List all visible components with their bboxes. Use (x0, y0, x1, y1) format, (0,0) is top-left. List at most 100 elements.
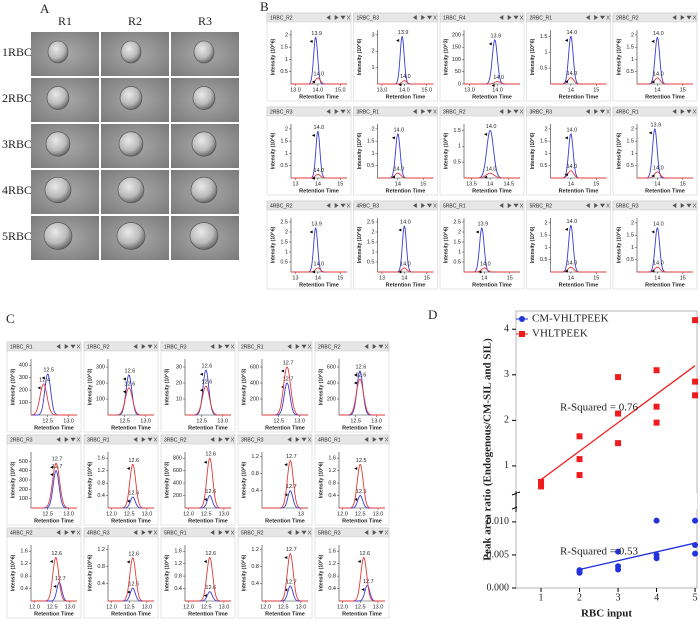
peak-marker (126, 560, 130, 564)
y-axis-label: Intensity (10^6) (318, 554, 324, 591)
tile-icons (287, 529, 312, 536)
x-axis-label: Retention Time (265, 425, 305, 431)
peak-marker (651, 269, 655, 273)
trace (108, 387, 154, 416)
peak-label: 12.4 (39, 377, 50, 383)
x-tick-label: 13.0 (219, 604, 230, 610)
peak-label: 12.7 (363, 579, 374, 585)
y-tick-label: 200 (250, 396, 259, 402)
y-tick-label: 0.4 (97, 493, 105, 499)
y-tick-label: 300 (96, 364, 105, 370)
x-tick-label: 14 (315, 275, 321, 281)
x-axis-label: Retention Time (34, 611, 74, 617)
y-tick-label: 2.5 (280, 219, 288, 225)
peak-label: 12.7 (286, 484, 297, 490)
peak-label: 12.6 (356, 372, 367, 378)
peak-label: 14.0 (567, 127, 578, 133)
peak-marker (651, 80, 655, 84)
x-tick-label: 12.0 (260, 604, 271, 610)
point (653, 367, 660, 374)
y-tick-label: 400 (173, 481, 182, 487)
peak-label: 12.7 (52, 464, 63, 470)
point (653, 419, 660, 426)
tile-header (612, 200, 698, 211)
y-tick-label: 600 (327, 364, 336, 370)
trace (185, 385, 231, 416)
x-tick-label: 1 (539, 592, 544, 603)
point (653, 551, 660, 558)
peak-label: 12.6 (128, 582, 139, 588)
peak-label: 12.6 (205, 489, 216, 495)
trend-line (540, 365, 696, 481)
y-axis-label: Intensity (10^6) (164, 554, 170, 591)
y-tick-label: 0.5 (626, 69, 634, 75)
y-tick-label: 0.000 (487, 582, 510, 593)
tile-title: 4RBC_R2 (10, 530, 33, 536)
peak-label: 13.9 (477, 221, 488, 227)
y-axis-label: Intensity (10^6) (87, 554, 93, 591)
x-tick-label: 13.0 (294, 418, 305, 424)
tile-icons (672, 202, 697, 209)
peak-marker (488, 42, 492, 46)
x-tick-label: 13.0 (63, 511, 74, 517)
x-tick-label: 13.0 (373, 511, 384, 517)
peak-label: 14.0 (567, 164, 578, 170)
x-tick-label: 14 (315, 181, 321, 187)
point (692, 517, 699, 524)
x-tick-label: 14 (654, 275, 660, 281)
peak-label: 12.7 (283, 360, 294, 366)
x-axis-label: Retention Time (472, 282, 512, 288)
x-tick-label: 13.0 (373, 604, 384, 610)
point (615, 374, 622, 381)
y-tick-label: 1 (458, 249, 461, 255)
tile-header (314, 527, 390, 538)
point (576, 456, 583, 463)
trace (291, 77, 347, 85)
tile-icons (210, 436, 235, 443)
peak-label: 12.5 (356, 458, 367, 464)
y-axis-label: Intensity (10^3) (318, 368, 324, 405)
tile-icons (326, 14, 351, 21)
x-axis-label: Retention Time (188, 611, 228, 617)
trace (185, 556, 231, 602)
x-tick-label: 12.0 (29, 604, 40, 610)
tile-title: 3RBC_R3 (241, 437, 264, 443)
x-tick-label: 12.5 (124, 511, 135, 517)
y-tick-label: 400 (327, 380, 336, 386)
y-axis-label: Intensity (10^6) (318, 461, 324, 498)
y-tick-label: 1 (504, 460, 509, 471)
peak-marker (357, 559, 361, 563)
y-axis-label: Intensity (10^3) (164, 461, 170, 498)
x-tick-label: 3 (616, 592, 621, 603)
cell (190, 176, 218, 204)
x-axis-label: Retention Time (559, 282, 599, 288)
point (576, 567, 583, 574)
peak-marker (203, 559, 207, 563)
y-tick-label: 2 (631, 32, 634, 38)
tile-title: 1RBC_R1 (10, 344, 33, 350)
y-tick-label: 500 (19, 459, 28, 465)
x-axis-label: RBC input (581, 608, 632, 620)
tile-header (6, 527, 82, 538)
y-tick-label: 200 (19, 487, 28, 493)
peak-label: 12.7 (52, 457, 63, 463)
trace (550, 266, 607, 273)
x-tick-label: 12.5 (42, 418, 53, 424)
y-axis-label: Intensity (10^6) (357, 226, 363, 263)
peak-marker (126, 499, 130, 503)
trace (30, 383, 77, 416)
x-tick-label: 15 (337, 181, 343, 187)
peak-marker (475, 230, 479, 234)
y-tick-label: 1 (544, 151, 547, 157)
tile-frame (353, 12, 438, 102)
x-axis-label: Retention Time (299, 282, 339, 288)
peak-label: 12.6 (356, 364, 367, 370)
y-tick-label: 0.5 (280, 259, 288, 265)
tile-icons (133, 343, 158, 350)
row-label: 1RBC (2, 45, 32, 59)
peak-label: 12.6 (51, 551, 62, 557)
trace (339, 463, 385, 509)
x-tick-label: 14 (481, 275, 487, 281)
x-tick-label: 12.0 (337, 511, 348, 517)
